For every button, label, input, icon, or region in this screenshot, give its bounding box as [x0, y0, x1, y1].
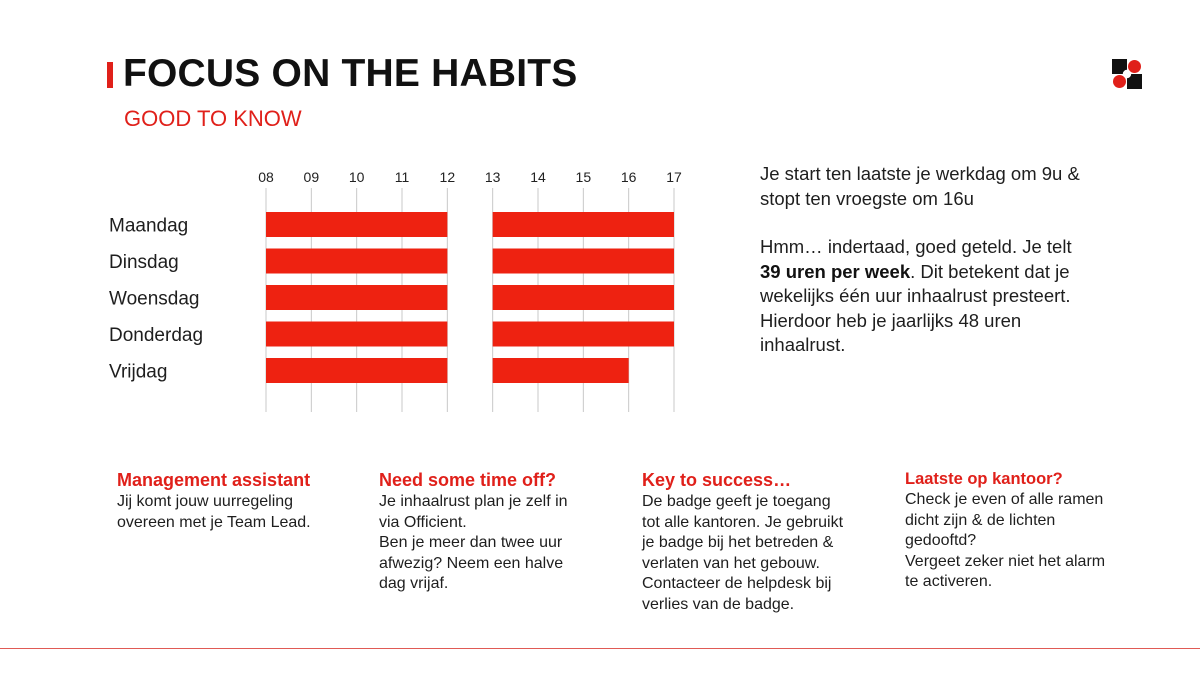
intro-paragraph-1: Je start ten laatste je werkdag om 9u & … [760, 163, 1080, 209]
card-title: Management assistant [117, 470, 311, 490]
work-schedule-chart: 08 09 10 11 12 13 14 15 16 17 Maandag Dinsdag Woensd… [109, 169, 682, 412]
card-line: Je inhaalrust plan je zelf in [379, 493, 568, 510]
card-line: Check je even of alle ramen [905, 491, 1104, 508]
card-line: overeen met je Team Lead. [117, 513, 311, 531]
work-block-bar [266, 248, 448, 274]
card-last-at-office: Laatste op kantoor? Check je even of all… [905, 470, 1145, 593]
brand-logo-icon [1112, 59, 1142, 89]
card-line: De badge geeft je toegang [642, 493, 831, 510]
work-block-bar [266, 321, 448, 347]
work-block-bar [266, 212, 448, 237]
card-key-to-success: Key to success… De badge geeft je toegan… [642, 470, 882, 616]
work-block-bar [492, 212, 674, 237]
x-tick-label: 09 [304, 169, 320, 185]
card-line: verlies van de badge. [642, 595, 795, 613]
card-title: Laatste op kantoor? [905, 470, 1063, 488]
work-block-bar [492, 248, 674, 274]
card-title: Key to success… [642, 470, 792, 490]
card-line: tot alle kantoren. Je gebruikt [642, 513, 844, 531]
x-tick-label: 11 [395, 169, 410, 185]
card-time-off: Need some time off? Je inhaalrust plan j… [379, 470, 619, 595]
x-tick-label: 08 [258, 169, 274, 185]
day-label: Vrijdag [109, 362, 167, 383]
day-label: Dinsdag [109, 252, 179, 273]
day-label: Woensdag [109, 289, 200, 310]
title-accent-bar [107, 62, 113, 88]
x-tick-label: 15 [576, 169, 592, 185]
x-tick-label: 13 [485, 169, 501, 185]
card-line: Ben je meer dan twee uur [379, 534, 563, 552]
day-label: Maandag [109, 216, 188, 237]
work-block-bar [492, 321, 674, 347]
card-management-assistant: Management assistant Jij komt jouw uurre… [117, 470, 357, 533]
x-tick-label: 16 [621, 169, 637, 185]
card-line: afwezig? Neem een halve [379, 554, 564, 572]
x-tick-label: 17 [666, 169, 682, 185]
work-block-bar [492, 358, 629, 383]
x-tick-label: 14 [530, 169, 546, 185]
x-tick-label: 10 [349, 169, 365, 185]
card-line: via Officient. [379, 513, 467, 531]
footer-divider [0, 648, 1200, 649]
card-line: Vergeet zeker niet het alarm [905, 552, 1106, 570]
card-line: gedooftd? [905, 532, 977, 550]
page-subtitle: GOOD TO KNOW [124, 106, 302, 131]
intro-paragraph-2: Hmm… indertaad, goed geteld. Je telt 39 … [760, 235, 1090, 358]
hours-per-week-highlight: 39 uren per week [760, 260, 911, 282]
day-label: Donderdag [109, 325, 203, 346]
page-title: FOCUS ON THE HABITS [123, 52, 578, 95]
x-tick-label: 12 [440, 169, 456, 185]
card-line: dicht zijn & de lichten [905, 511, 1056, 529]
work-block-bar [492, 285, 674, 310]
card-line: Jij komt jouw uurregeling [117, 493, 294, 510]
card-line: verlaten van het gebouw. [642, 554, 820, 572]
card-line: dag vrijaf. [379, 575, 449, 593]
card-line: te activeren. [905, 573, 993, 591]
intro-text: Je start ten laatste je werkdag om 9u & … [760, 162, 1090, 382]
work-block-bar [266, 285, 448, 310]
work-block-bar [266, 358, 448, 383]
intro-paragraph-2-end: . Dit betekent dat je wekelijks één uur … [760, 260, 1071, 356]
card-line: Contacteer de helpdesk bij [642, 575, 832, 593]
card-title: Need some time off? [379, 470, 557, 490]
intro-paragraph-2-start: Hmm… indertaad, goed geteld. Je telt [760, 236, 1072, 257]
card-line: je badge bij het betreden & [642, 534, 834, 552]
